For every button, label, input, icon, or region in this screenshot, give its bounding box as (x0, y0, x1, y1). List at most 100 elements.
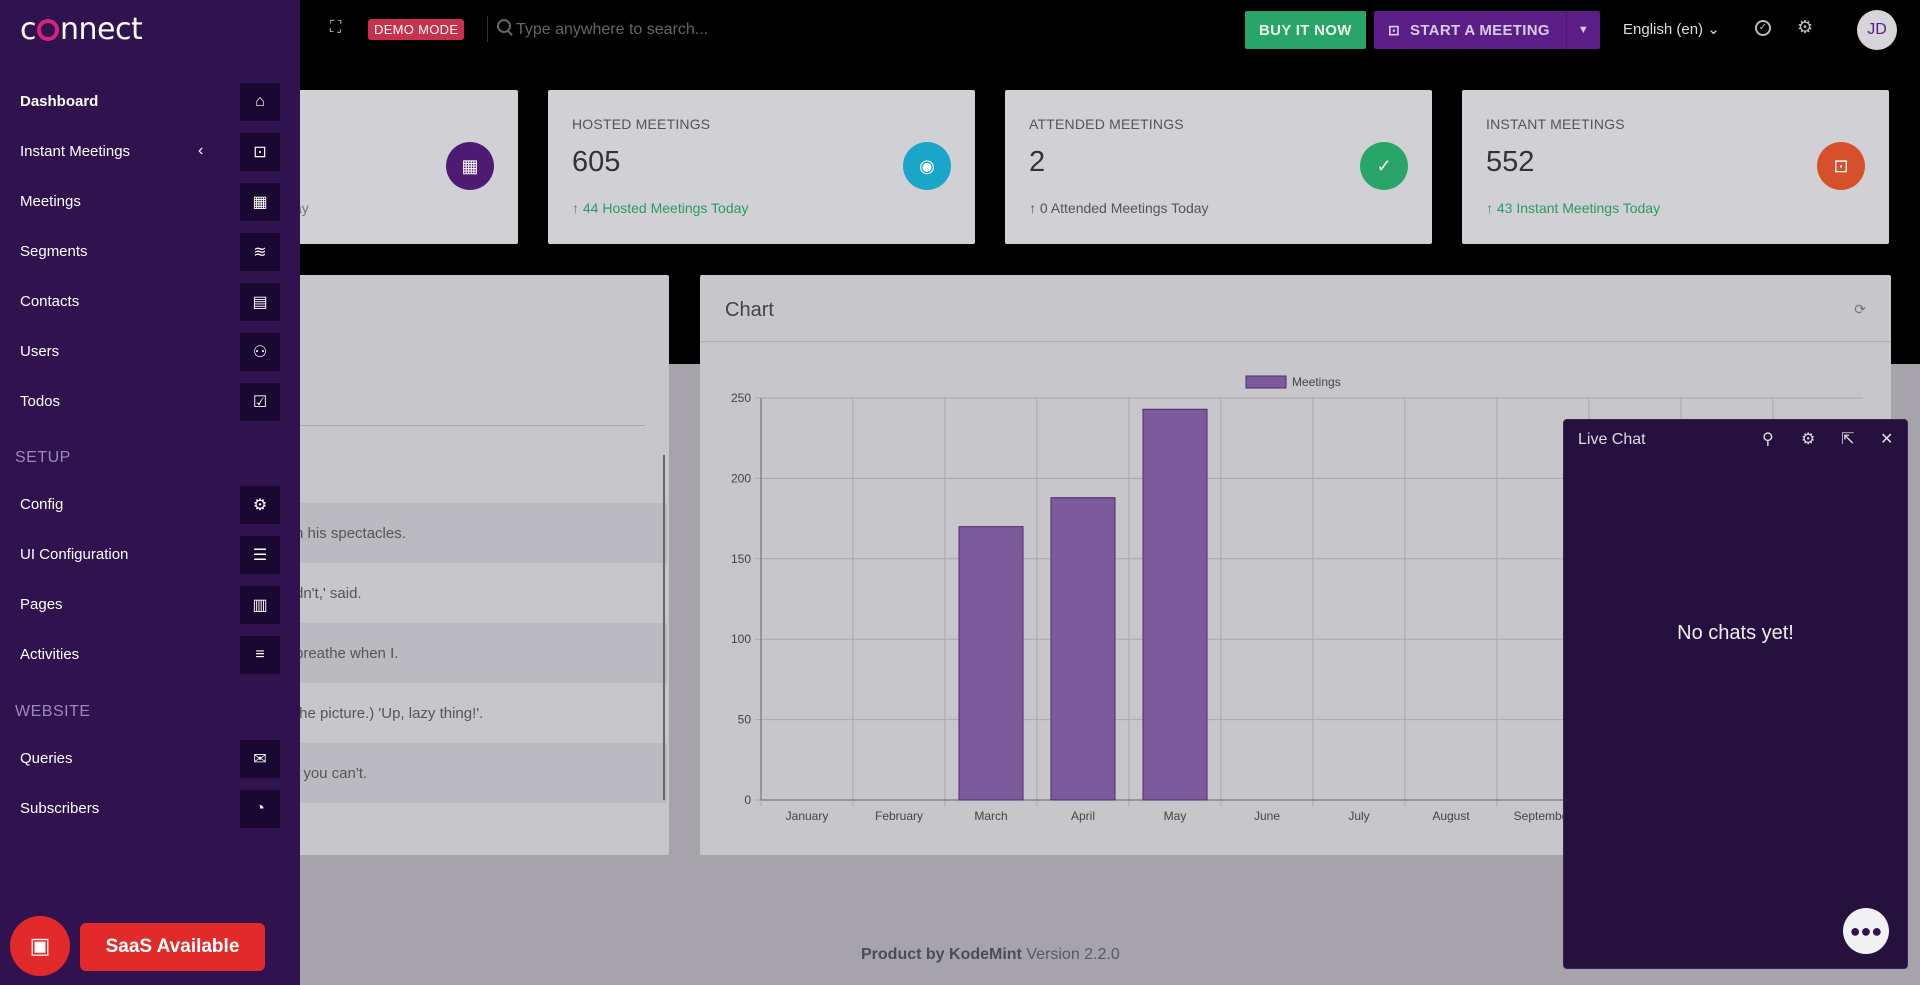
stat-card-label: ATTENDED MEETINGS (1029, 116, 1184, 132)
briefcase-clock-icon: ⊡ (1388, 21, 1401, 38)
x-tick-label: May (1164, 809, 1187, 823)
sidebar-item-label: Queries (20, 750, 73, 767)
x-tick-label: February (875, 809, 923, 823)
search-icon[interactable]: ⚲ (1762, 431, 1774, 448)
x-tick-label: July (1348, 809, 1369, 823)
sidebar-item-dashboard[interactable]: Dashboard ⌂ (0, 80, 300, 124)
todo-check-icon[interactable]: ✓ (1755, 20, 1771, 36)
rss-icon: ◔ (240, 790, 280, 828)
logo-ring (37, 19, 59, 41)
stat-card-label: HOSTED MEETINGS (572, 116, 711, 132)
envelope-icon: ✉ (240, 740, 280, 778)
section-title-website: WEBSITE (15, 703, 91, 720)
y-tick-label: 150 (731, 552, 751, 566)
sidebar: c nnect Dashboard ⌂ Instant Meetings ‹ ⊡ Meeti… (0, 0, 300, 985)
chat-bubble-icon[interactable]: ▣ (10, 916, 70, 976)
sidebar-item-contacts[interactable]: Contacts ▤ (0, 280, 300, 324)
stat-card-number: 605 (572, 146, 621, 178)
sidebar-item-label: UI Configuration (20, 546, 129, 563)
sidebar-item-label: Dashboard (20, 93, 99, 110)
sidebar-item-label: Users (20, 343, 60, 360)
gear-icon[interactable]: ⚙ (1801, 431, 1816, 448)
y-tick-label: 250 (731, 391, 751, 405)
list-item: , you can't. (255, 743, 667, 803)
list-item: dn't,' said. (295, 584, 362, 602)
logo[interactable]: c nnect (20, 12, 143, 47)
refresh-icon[interactable]: ⟳ (1854, 301, 1866, 317)
sidebar-item-ui-configuration[interactable]: UI Configuration ☰ (0, 533, 300, 577)
start-meeting-button[interactable]: ⊡ START A MEETING ▼ (1374, 11, 1600, 49)
sidebar-item-users[interactable]: Users ⚇ (0, 330, 300, 374)
footer-brand[interactable]: Product by KodeMint (861, 946, 1022, 963)
sidebar-item-label: Config (20, 496, 64, 513)
list-item: n his spectacles. (255, 503, 667, 563)
calendar-icon: ▦ (446, 142, 494, 190)
x-tick-label: January (786, 809, 829, 823)
sidebar-item-label: Meetings (20, 193, 81, 210)
chevron-left-icon: ‹ (198, 142, 204, 159)
sliders-icon: ☰ (240, 536, 280, 574)
calendar-check-icon: ✓ (1360, 142, 1408, 190)
y-tick-label: 100 (731, 632, 751, 646)
stat-card-sub-text: 44 Hosted Meetings Today (582, 200, 749, 216)
checkbox-icon: ☑ (240, 383, 280, 421)
live-chat-title: Live Chat (1578, 431, 1646, 448)
sidebar-item-queries[interactable]: Queries ✉ (0, 737, 300, 781)
language-selector[interactable]: English (en) ⌄ (1623, 20, 1720, 38)
calendar-icon: ▦ (240, 183, 280, 221)
close-icon[interactable]: ✕ (1880, 431, 1894, 448)
sidebar-item-label: Subscribers (20, 800, 100, 817)
dropdown-caret-icon[interactable]: ▼ (1566, 11, 1600, 49)
x-tick-label: June (1254, 809, 1280, 823)
search-input[interactable] (516, 18, 816, 42)
buy-it-now-button[interactable]: BUY IT NOW (1245, 11, 1366, 49)
x-tick-label: March (974, 809, 1007, 823)
footer-version: Version 2.2.0 (1026, 946, 1120, 963)
sidebar-item-config[interactable]: Config ⚙ (0, 483, 300, 527)
header-divider (487, 16, 488, 42)
sidebar-item-meetings[interactable]: Meetings ▦ (0, 180, 300, 224)
external-link-icon[interactable]: ⇱ (1841, 431, 1855, 448)
settings-gear-icon[interactable]: ⚙ (1797, 17, 1814, 37)
user-circle-icon: ◉ (903, 142, 951, 190)
top-header: › ⛶ DEMO MODE BUY IT NOW ⊡ START A MEETI… (250, 0, 1920, 60)
sidebar-item-activities[interactable]: Activities ≡ (0, 633, 300, 677)
live-chat-empty-message: No chats yet! (1677, 622, 1794, 644)
demo-mode-badge: DEMO MODE (368, 19, 465, 40)
sidebar-item-subscribers[interactable]: Subscribers ◔ (0, 787, 300, 831)
users-icon: ⚇ (240, 333, 280, 371)
stat-card-sub-text: 43 Instant Meetings Today (1496, 200, 1661, 216)
address-book-icon: ▤ (240, 283, 280, 321)
sidebar-item-segments[interactable]: Segments ≋ (0, 230, 300, 274)
panel-divider (255, 425, 645, 426)
list-item: breathe when I. (255, 623, 667, 683)
search-icon (497, 19, 511, 33)
avatar[interactable]: JD (1857, 10, 1897, 50)
stat-card-hosted: HOSTED MEETINGS 605 ↑ 44 Hosted Meetings… (548, 90, 975, 244)
x-tick-label: September (1514, 809, 1573, 823)
saas-available-button[interactable]: SaaS Available (80, 923, 265, 971)
sidebar-item-label: Pages (20, 596, 63, 613)
stat-card-number: 552 (1486, 146, 1535, 178)
stat-card-label: INSTANT MEETINGS (1486, 116, 1625, 132)
stat-card-instant: INSTANT MEETINGS 552 ↑ 43 Instant Meetin… (1462, 90, 1889, 244)
sidebar-item-label: Todos (20, 393, 61, 410)
language-label: English (en) (1623, 21, 1704, 38)
stat-card-sub: ↑ 0 Attended Meetings Today (1029, 200, 1209, 216)
y-tick-label: 0 (744, 793, 751, 807)
sidebar-item-pages[interactable]: Pages ▥ (0, 583, 300, 627)
live-chat-widget: Live Chat ⚲ ⚙ ⇱ ✕ No chats yet! ●●● (1563, 419, 1908, 969)
sidebar-item-label: Instant Meetings (20, 143, 131, 160)
sidebar-item-instant-meetings[interactable]: Instant Meetings ‹ ⊡ (0, 130, 300, 174)
gears-icon: ⚙ (240, 486, 280, 524)
stat-card-sub: ↑ 43 Instant Meetings Today (1486, 200, 1661, 216)
new-chat-icon[interactable]: ●●● (1843, 908, 1889, 954)
footer: Product by KodeMint Version 2.2.0 (861, 946, 1120, 964)
x-tick-label: April (1071, 809, 1095, 823)
fullscreen-icon[interactable]: ⛶ (330, 19, 342, 36)
sidebar-item-todos[interactable]: Todos ☑ (0, 380, 300, 424)
panel-scrollbar[interactable] (663, 455, 665, 800)
briefcase-clock-icon: ⊡ (1817, 142, 1865, 190)
y-tick-label: 50 (738, 713, 752, 727)
stat-card-number: 2 (1029, 146, 1046, 178)
